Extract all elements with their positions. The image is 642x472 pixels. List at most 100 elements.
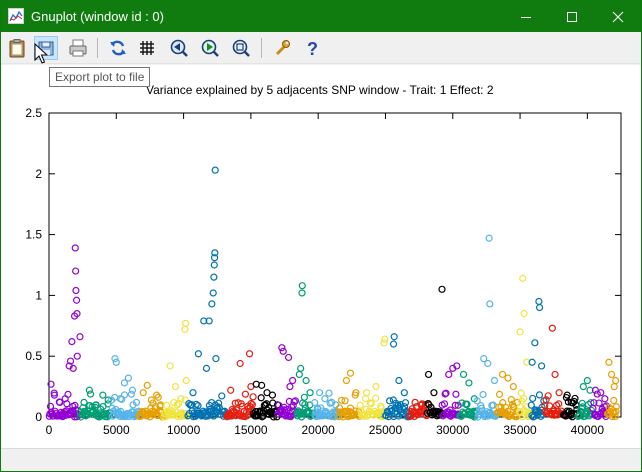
data-point bbox=[570, 397, 578, 406]
data-point bbox=[85, 386, 93, 394]
svg-text:?: ? bbox=[307, 39, 318, 58]
data-point bbox=[545, 402, 554, 410]
print-button[interactable] bbox=[66, 36, 90, 60]
data-point bbox=[278, 344, 286, 352]
data-point bbox=[189, 389, 197, 397]
data-point bbox=[516, 328, 524, 336]
data-point bbox=[372, 394, 380, 402]
data-point bbox=[479, 390, 487, 399]
zoom-forward-button[interactable] bbox=[198, 36, 222, 60]
data-point bbox=[202, 364, 211, 372]
data-point bbox=[400, 389, 408, 397]
data-point bbox=[577, 404, 586, 412]
chromosome-series-22 bbox=[527, 297, 548, 421]
data-point bbox=[147, 396, 155, 404]
x-tick-label: 35000 bbox=[503, 423, 537, 437]
data-point bbox=[325, 389, 333, 397]
zoom-back-button[interactable] bbox=[167, 36, 191, 60]
chromosome-series-23 bbox=[541, 324, 567, 419]
data-point bbox=[367, 400, 375, 408]
chromosome-series-8 bbox=[250, 380, 282, 421]
chromosome-series-14 bbox=[382, 333, 413, 421]
x-tick-label: 30000 bbox=[436, 423, 470, 437]
x-tick-label: 20000 bbox=[301, 423, 335, 437]
data-point bbox=[395, 376, 403, 385]
data-point bbox=[537, 362, 546, 370]
data-point bbox=[301, 400, 309, 409]
autoscale-button[interactable] bbox=[229, 36, 253, 60]
chromosome-series-21 bbox=[515, 274, 535, 421]
title-bar[interactable]: Gnuplot (window id : 0) bbox=[1, 1, 641, 32]
data-point bbox=[337, 396, 346, 404]
data-point bbox=[555, 400, 563, 408]
data-point bbox=[241, 390, 250, 398]
maximize-icon bbox=[567, 11, 577, 22]
data-point bbox=[401, 399, 410, 407]
data-point bbox=[300, 393, 308, 401]
data-point bbox=[116, 395, 124, 403]
data-point bbox=[132, 398, 141, 407]
data-point bbox=[171, 383, 180, 391]
data-point bbox=[290, 398, 298, 406]
data-point bbox=[72, 296, 81, 304]
data-point bbox=[528, 358, 536, 366]
data-point bbox=[218, 392, 226, 400]
data-point bbox=[595, 399, 603, 407]
data-point bbox=[535, 303, 544, 312]
data-point bbox=[520, 310, 528, 318]
data-point bbox=[286, 383, 294, 391]
chromosome-series-6 bbox=[184, 166, 230, 421]
data-point bbox=[209, 408, 217, 416]
data-point bbox=[542, 396, 550, 404]
y-tick-label: 1 bbox=[35, 288, 42, 302]
data-point bbox=[590, 399, 598, 407]
data-point bbox=[214, 403, 222, 411]
y-tick-label: 2 bbox=[35, 167, 42, 181]
data-point bbox=[520, 394, 528, 403]
data-point bbox=[248, 401, 256, 409]
data-point bbox=[80, 398, 88, 407]
data-point bbox=[563, 391, 571, 399]
data-point bbox=[551, 370, 559, 379]
chromosome-series-5 bbox=[160, 319, 191, 421]
data-point bbox=[210, 254, 219, 262]
data-point bbox=[335, 404, 344, 412]
data-point bbox=[321, 395, 329, 403]
data-point bbox=[509, 383, 517, 391]
maximize-button[interactable] bbox=[549, 1, 595, 32]
data-point bbox=[302, 376, 310, 385]
data-point bbox=[194, 350, 202, 358]
data-point bbox=[268, 391, 277, 399]
help-button[interactable]: ? bbox=[300, 36, 324, 60]
plot-area[interactable]: Variance explained by 5 adjacents SNP wi… bbox=[1, 65, 641, 448]
refresh-icon bbox=[110, 40, 126, 56]
data-point bbox=[306, 389, 314, 397]
data-point bbox=[139, 389, 147, 397]
data-point bbox=[480, 355, 488, 363]
data-point bbox=[298, 289, 306, 297]
data-point bbox=[531, 339, 539, 347]
data-point bbox=[181, 396, 189, 404]
copy-to-clipboard-button[interactable] bbox=[5, 36, 29, 60]
data-point bbox=[71, 244, 79, 252]
data-point bbox=[346, 369, 355, 377]
data-point bbox=[66, 357, 75, 365]
minimize-button[interactable] bbox=[503, 1, 549, 32]
grid-button[interactable] bbox=[135, 36, 159, 60]
replot-button[interactable] bbox=[106, 36, 130, 60]
zoom-previous-icon bbox=[170, 39, 188, 57]
data-point bbox=[68, 338, 76, 346]
data-point bbox=[342, 376, 351, 385]
wrench-icon bbox=[275, 40, 290, 56]
data-point bbox=[440, 400, 449, 408]
chromosome-series-11 bbox=[311, 389, 342, 421]
data-point bbox=[143, 381, 151, 389]
data-point bbox=[166, 362, 174, 370]
y-tick-label: 1.5 bbox=[25, 228, 42, 242]
printer-icon bbox=[69, 39, 87, 57]
export-tooltip: Export plot to file bbox=[49, 67, 151, 87]
data-point bbox=[612, 376, 620, 385]
options-button[interactable] bbox=[270, 36, 294, 60]
data-point bbox=[153, 391, 161, 399]
close-button[interactable] bbox=[595, 1, 641, 32]
